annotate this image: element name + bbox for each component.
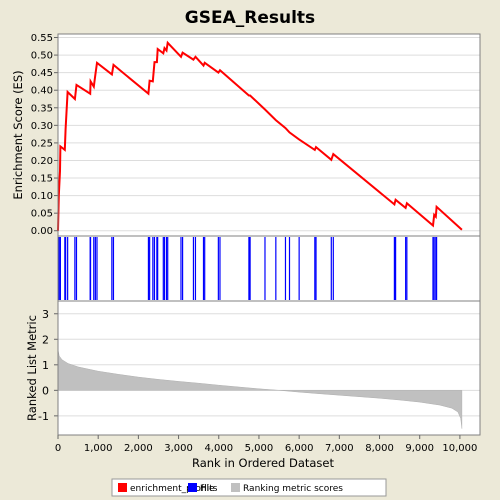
x-tick-label: 10,000: [442, 443, 477, 454]
enrichment-panel: 0.00 0.05 0.10 0.15 0.20 0.25 0.30 0.35 0.40 0.45…: [31, 33, 481, 237]
x-axis-label: Rank in Ordered Dataset: [192, 456, 335, 470]
x-tick-label: 2,000: [124, 443, 153, 454]
enrichment-y-tick-label: 0.05: [31, 209, 53, 220]
legend-swatch: [188, 483, 197, 492]
ranking-y-tick-label: 1: [42, 359, 49, 372]
hits-rug: [58, 237, 438, 300]
hits-plot-area: [58, 236, 480, 301]
legend-swatch: [231, 483, 240, 492]
ranking-panel: -1 0 1 2 3: [38, 300, 481, 436]
legend-label: enrichment_profile: [130, 484, 215, 494]
hits-panel: [57, 235, 481, 302]
legend-swatch: [118, 483, 127, 492]
legend-label: Ranking metric scores: [243, 484, 343, 494]
enrichment-y-tick-label: 0.25: [31, 138, 53, 149]
enrichment-y-tick-label: 0.30: [31, 121, 53, 132]
ranking-y-tick-label: 0: [42, 384, 49, 397]
ranking-y-tick-label: -1: [38, 410, 49, 423]
enrichment-y-tick-label: 0.20: [31, 156, 53, 167]
enrichment-y-ticks: 0.00 0.05 0.10 0.15 0.20 0.25 0.30 0.35 0.40 0.45…: [31, 33, 58, 237]
enrichment-y-tick-label: 0.10: [31, 191, 53, 202]
ranking-metric-area: [57, 349, 463, 429]
x-tick-label: 9,000: [405, 443, 434, 454]
enrichment-y-axis-label: Enrichment Score (ES): [11, 70, 25, 199]
x-axis-ticks: 0 1,000 2,000 3,000 4,000 5,000 6,000 7,000 8,00…: [55, 435, 477, 454]
enrichment-y-tick-label: 0.55: [31, 33, 53, 44]
x-tick-label: 0: [55, 443, 61, 454]
chart-title: GSEA_Results: [185, 8, 315, 28]
ranking-plot-area: [58, 301, 480, 435]
enrichment-y-tick-label: 0.40: [31, 86, 53, 97]
enrichment-y-tick-label: 0.50: [31, 51, 53, 62]
x-tick-label: 4,000: [204, 443, 233, 454]
ranking-y-tick-label: 3: [42, 308, 49, 321]
enrichment-profile-line: [57, 40, 463, 231]
x-tick-label: 5,000: [245, 443, 274, 454]
enrichment-y-tick-label: 0.00: [31, 226, 53, 237]
legend-box: [111, 478, 387, 497]
ranking-plot-border: [57, 300, 481, 436]
ranking-y-tick-label: 2: [42, 333, 49, 346]
ranking-y-ticks: -1 0 1 2 3: [38, 308, 58, 423]
enrichment-y-tick-label: 0.45: [31, 68, 53, 79]
enrichment-grid: [58, 37, 480, 232]
enrichment-plot-area: [58, 34, 480, 236]
x-tick-label: 3,000: [164, 443, 193, 454]
enrichment-y-tick-label: 0.15: [31, 174, 53, 185]
x-tick-label: 8,000: [365, 443, 394, 454]
legend-label: Hits: [200, 484, 218, 494]
ranking-y-axis-label: Ranked List Metric: [25, 315, 39, 421]
x-tick-label: 6,000: [285, 443, 314, 454]
x-tick-label: 7,000: [325, 443, 354, 454]
enrichment-y-tick-label: 0.35: [31, 103, 53, 114]
x-tick-label: 1,000: [84, 443, 113, 454]
